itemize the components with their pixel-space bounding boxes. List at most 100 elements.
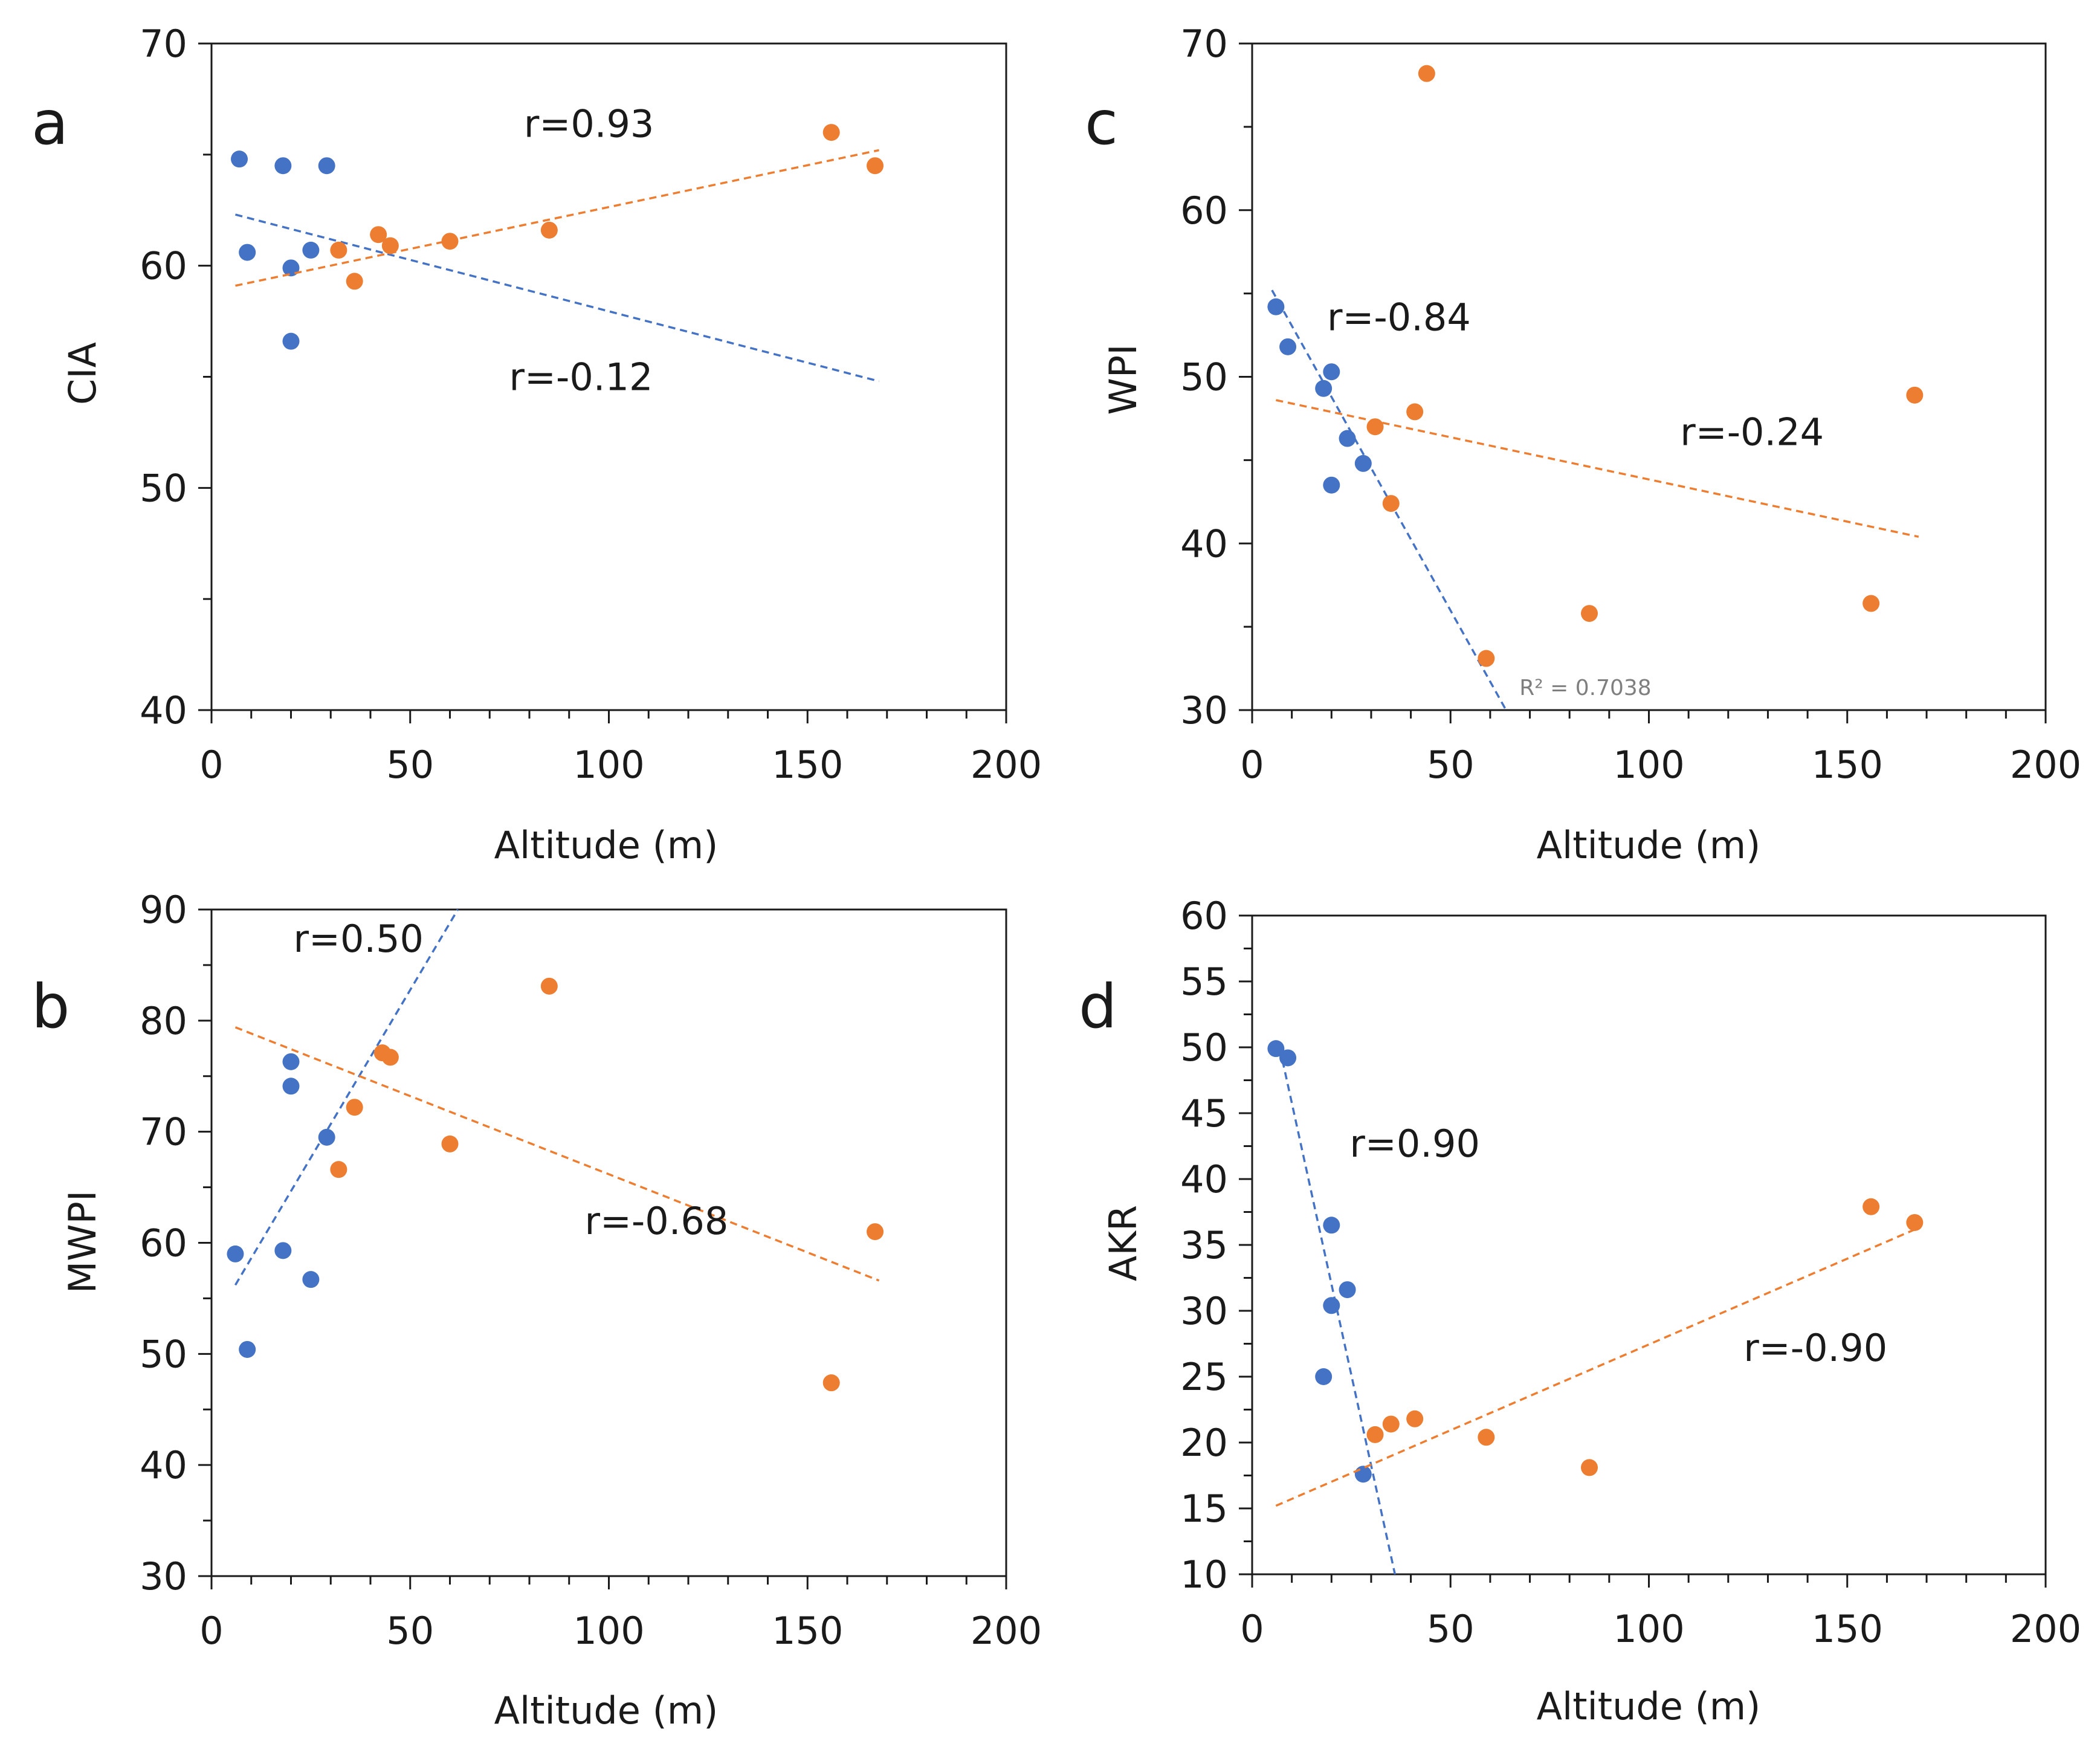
panel-c-x-tick-label: 50: [1427, 743, 1475, 787]
panel-a-x-tick-label: 150: [772, 743, 843, 787]
panel-b-blue-data-point: [239, 1340, 256, 1358]
panel-b-y-tick-label: 60: [140, 1221, 187, 1265]
panel-c-blue-data-point: [1354, 454, 1372, 472]
panel-c-x-axis-title: Altitude (m): [1537, 823, 1761, 867]
panel-c-r-value-label: r=-0.84: [1327, 295, 1471, 339]
panel-c-y-tick-label: 30: [1180, 688, 1228, 732]
panel-b-blue-data-point: [274, 1242, 292, 1259]
panel-a-y-tick-label: 50: [140, 466, 187, 510]
panel-a-y-axis-title: CIA: [60, 342, 105, 405]
panel-b-blue-data-point: [302, 1271, 320, 1288]
panel-d-blue-data-point: [1354, 1466, 1372, 1483]
panel-d-y-tick-label: 35: [1180, 1223, 1228, 1267]
panel-b-orange-data-point: [540, 977, 558, 995]
panel-d-akr-chart: d 0 50 100 150 200 10 15 20 25 30 35 40 45 50 55 60 r=0.…: [1079, 894, 2081, 1728]
panel-c-blue-data-point: [1323, 363, 1340, 381]
panel-d-y-tick-label: 15: [1180, 1487, 1228, 1531]
panel-d-blue-data-point: [1279, 1049, 1297, 1067]
panel-c-orange-data-point: [1581, 605, 1598, 622]
panel-d-orange-data-point: [1581, 1459, 1598, 1476]
panel-letter-a: a: [31, 88, 68, 158]
panel-letter-d: d: [1079, 971, 1117, 1042]
panel-a-r-value-label: r=-0.12: [509, 355, 653, 399]
panel-a-blue-trendline: [235, 213, 880, 383]
panel-c-y-tick-label: 40: [1180, 522, 1228, 566]
panel-a-plot-area: 0 50 100 150 200 40 50 60 70 r=0.93 r=-0.12: [140, 22, 1042, 787]
panel-b-orange-data-point: [330, 1161, 347, 1178]
panel-d-x-tick-label: 100: [1613, 1607, 1684, 1651]
panel-b-plot-area: 0 50 100 150 200 30 40 50 60 70 80 90 r=0.50 r=-0.68: [140, 888, 1042, 1653]
panel-d-y-tick-label: 45: [1180, 1091, 1228, 1136]
panel-a-x-tick-label: 200: [971, 743, 1042, 787]
panel-d-blue-data-point: [1315, 1368, 1333, 1385]
panel-a-orange-data-point: [867, 157, 884, 175]
panel-d-orange-data-point: [1366, 1426, 1384, 1443]
panel-c-blue-data-point: [1267, 298, 1285, 315]
panel-a-y-tick-label: 40: [140, 688, 187, 732]
panel-b-y-tick-label: 90: [140, 888, 187, 932]
panel-d-y-tick-label: 30: [1180, 1289, 1228, 1333]
panel-d-orange-data-point: [1863, 1198, 1880, 1215]
panel-b-blue-data-point: [282, 1053, 300, 1070]
panel-a-orange-data-point: [381, 237, 399, 254]
panel-a-blue-data-point: [274, 157, 292, 175]
panel-b-y-tick-label: 70: [140, 1110, 187, 1154]
panel-b-orange-data-point: [822, 1374, 840, 1392]
panel-b-x-axis-title: Altitude (m): [494, 1689, 719, 1733]
panel-a-orange-data-point: [540, 221, 558, 239]
panel-d-y-tick-label: 10: [1180, 1553, 1228, 1597]
panel-b-y-tick-label: 50: [140, 1332, 187, 1376]
panel-d-blue-data-point: [1323, 1217, 1340, 1234]
panel-c-x-tick-label: 150: [1812, 743, 1883, 787]
panel-b-x-tick-label: 50: [386, 1609, 434, 1653]
panel-d-orange-trendline: [1275, 1227, 1919, 1507]
panel-d-y-axis-title: AKR: [1101, 1205, 1145, 1281]
panel-a-orange-data-point: [441, 233, 459, 250]
panel-d-x-tick-label: 0: [1240, 1607, 1264, 1651]
panel-c-orange-data-point: [1478, 650, 1495, 667]
panel-d-x-tick-label: 50: [1427, 1607, 1475, 1651]
panel-c-r-squared-label: R² = 0.7038: [1519, 676, 1651, 700]
panel-c-y-axis-title: WPI: [1101, 344, 1145, 415]
panel-c-blue-data-point: [1339, 430, 1356, 447]
panel-b-blue-data-point: [227, 1245, 244, 1262]
panel-a-orange-data-point: [822, 124, 840, 141]
panel-c-wpi-chart: c 0 50 100 150 200 30 40 50 60 70 r=-0.84 r=-0.24 R²…: [1085, 22, 2081, 867]
panel-c-orange-data-point: [1418, 65, 1435, 82]
panel-a-blue-data-point: [282, 259, 300, 277]
panel-c-r-value-label: r=-0.24: [1680, 410, 1824, 454]
panel-d-y-tick-label: 60: [1180, 894, 1228, 938]
panel-c-x-tick-label: 200: [2010, 743, 2081, 787]
panel-b-y-tick-label: 30: [140, 1554, 187, 1598]
panel-a-r-value-label: r=0.93: [524, 102, 654, 146]
panel-d-orange-data-point: [1382, 1415, 1400, 1433]
panel-a-x-axis-title: Altitude (m): [494, 823, 719, 867]
panel-b-x-tick-label: 200: [971, 1609, 1042, 1653]
panel-c-blue-data-point: [1279, 338, 1297, 355]
panel-c-orange-data-point: [1382, 495, 1400, 512]
panel-c-blue-trendline: [1271, 289, 1507, 711]
panel-a-y-tick-label: 60: [140, 244, 187, 288]
panel-a-cia-chart: a 0 50 100 150 200 40 50 60 70 r=0.93 r=-0.12 Alti…: [31, 22, 1042, 867]
panel-c-x-tick-label: 100: [1613, 743, 1684, 787]
panel-c-blue-data-point: [1315, 380, 1333, 397]
panel-b-mwpi-chart: b 0 50 100 150 200 30 40 50 60 70 80 90 r=0.50 r=-0.6…: [31, 888, 1042, 1733]
panel-b-orange-trendline: [234, 1026, 880, 1282]
panel-b-orange-data-point: [346, 1099, 363, 1116]
panel-b-y-axis-title: MWPI: [60, 1191, 105, 1293]
panel-a-orange-trendline: [235, 149, 879, 287]
panel-c-y-tick-label: 70: [1180, 22, 1228, 66]
panel-a-blue-data-point: [239, 244, 256, 261]
panel-a-blue-data-point: [231, 150, 248, 168]
panel-letter-b: b: [31, 971, 69, 1042]
panel-b-orange-data-point: [441, 1135, 459, 1152]
panel-c-orange-data-point: [1366, 418, 1384, 436]
panel-d-x-tick-label: 150: [1812, 1607, 1883, 1651]
panel-d-blue-data-point: [1323, 1297, 1340, 1314]
panel-a-orange-data-point: [370, 226, 387, 244]
panel-c-orange-trendline: [1276, 399, 1919, 538]
panel-b-blue-data-point: [282, 1078, 300, 1095]
panel-c-y-tick-label: 60: [1180, 189, 1228, 233]
panel-a-orange-data-point: [346, 273, 363, 290]
